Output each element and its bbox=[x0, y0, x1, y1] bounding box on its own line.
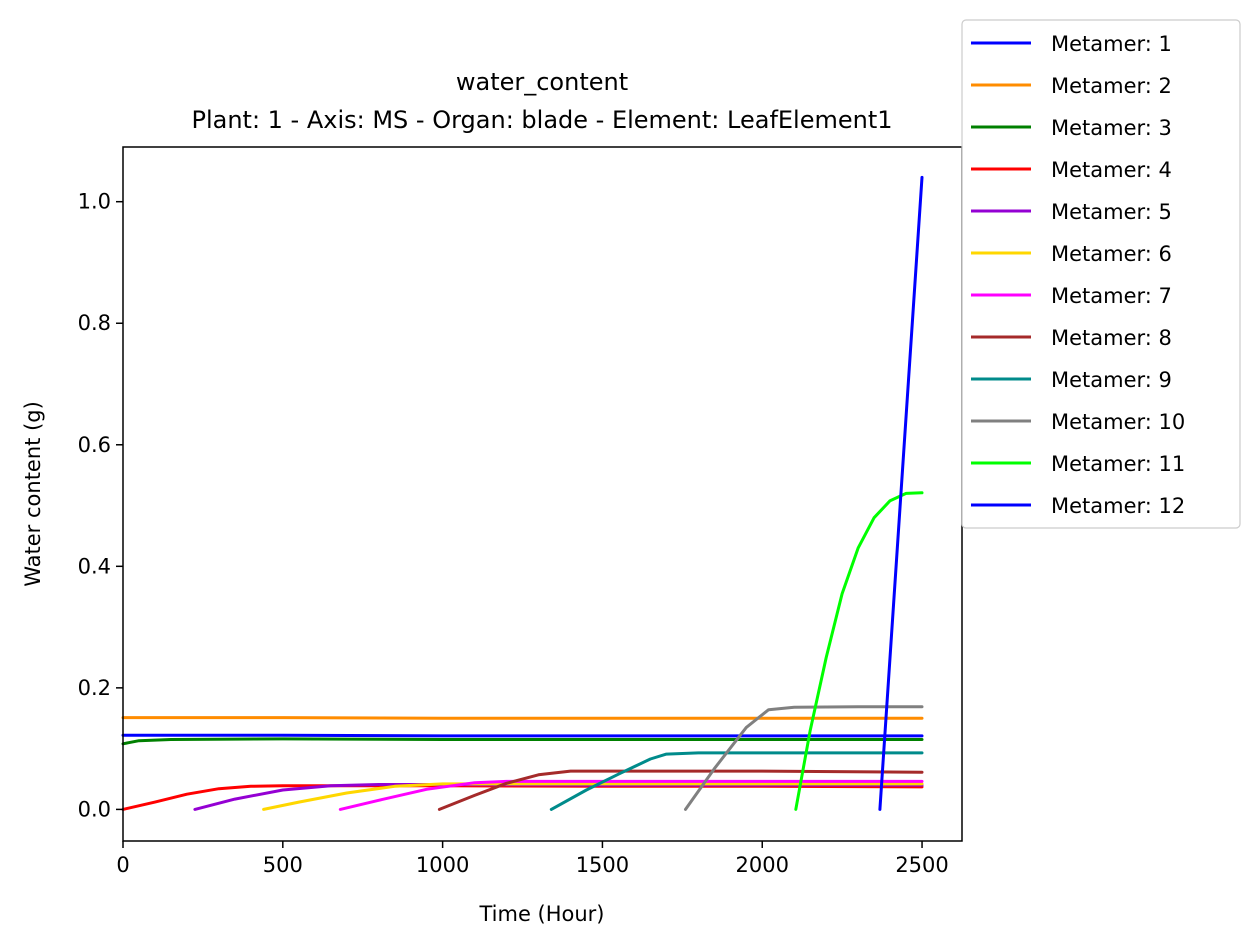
y-tick-label: 0.8 bbox=[78, 311, 111, 335]
chart-title: water_content bbox=[456, 68, 628, 96]
series-line-8 bbox=[437, 769, 924, 811]
x-tick-label: 500 bbox=[263, 853, 303, 877]
series-line-10 bbox=[684, 705, 924, 811]
chart-subtitle: Plant: 1 - Axis: MS - Organ: blade - Ele… bbox=[191, 106, 892, 134]
y-axis-label: Water content (g) bbox=[21, 401, 45, 587]
x-tick-label: 2500 bbox=[895, 853, 948, 877]
x-tick-label: 2000 bbox=[736, 853, 789, 877]
series-line-7 bbox=[338, 779, 924, 811]
series-line-2 bbox=[121, 716, 924, 720]
y-tick-label: 0.0 bbox=[78, 797, 111, 821]
x-tick-label: 0 bbox=[116, 853, 129, 877]
legend-label: Metamer: 12 bbox=[1051, 494, 1185, 518]
series-layer bbox=[121, 175, 924, 811]
legend-label: Metamer: 1 bbox=[1051, 32, 1172, 56]
series-line-12 bbox=[878, 175, 924, 811]
legend-label: Metamer: 8 bbox=[1051, 326, 1172, 350]
legend: Metamer: 1 Metamer: 2 Metamer: 3 Metamer: 4… bbox=[961, 19, 1241, 529]
series-line-11 bbox=[794, 491, 924, 811]
legend-label: Metamer: 7 bbox=[1051, 284, 1172, 308]
series-line-6 bbox=[262, 782, 924, 811]
legend-label: Metamer: 6 bbox=[1051, 242, 1172, 266]
legend-label: Metamer: 3 bbox=[1051, 116, 1172, 140]
x-tick-label: 1000 bbox=[416, 853, 469, 877]
legend-label: Metamer: 5 bbox=[1051, 200, 1172, 224]
legend-label: Metamer: 11 bbox=[1051, 452, 1185, 476]
series-line-9 bbox=[549, 751, 924, 811]
x-axis-label: Time (Hour) bbox=[478, 902, 604, 926]
y-tick-label: 0.2 bbox=[78, 676, 111, 700]
y-axis: 0.0 0.2 0.4 0.6 0.8 1.0 bbox=[78, 190, 123, 821]
legend-label: Metamer: 9 bbox=[1051, 368, 1172, 392]
x-tick-label: 1500 bbox=[576, 853, 629, 877]
legend-label: Metamer: 4 bbox=[1051, 158, 1172, 182]
series-line-1 bbox=[121, 733, 924, 738]
y-tick-label: 0.4 bbox=[78, 554, 111, 578]
legend-frame bbox=[961, 19, 1241, 529]
y-tick-label: 1.0 bbox=[78, 190, 111, 214]
legend-label: Metamer: 10 bbox=[1051, 410, 1185, 434]
x-axis: 0 500 1000 1500 2000 2500 bbox=[116, 841, 949, 877]
legend-label: Metamer: 2 bbox=[1051, 74, 1172, 98]
series-line-3 bbox=[121, 737, 924, 746]
y-tick-label: 0.6 bbox=[78, 433, 111, 457]
